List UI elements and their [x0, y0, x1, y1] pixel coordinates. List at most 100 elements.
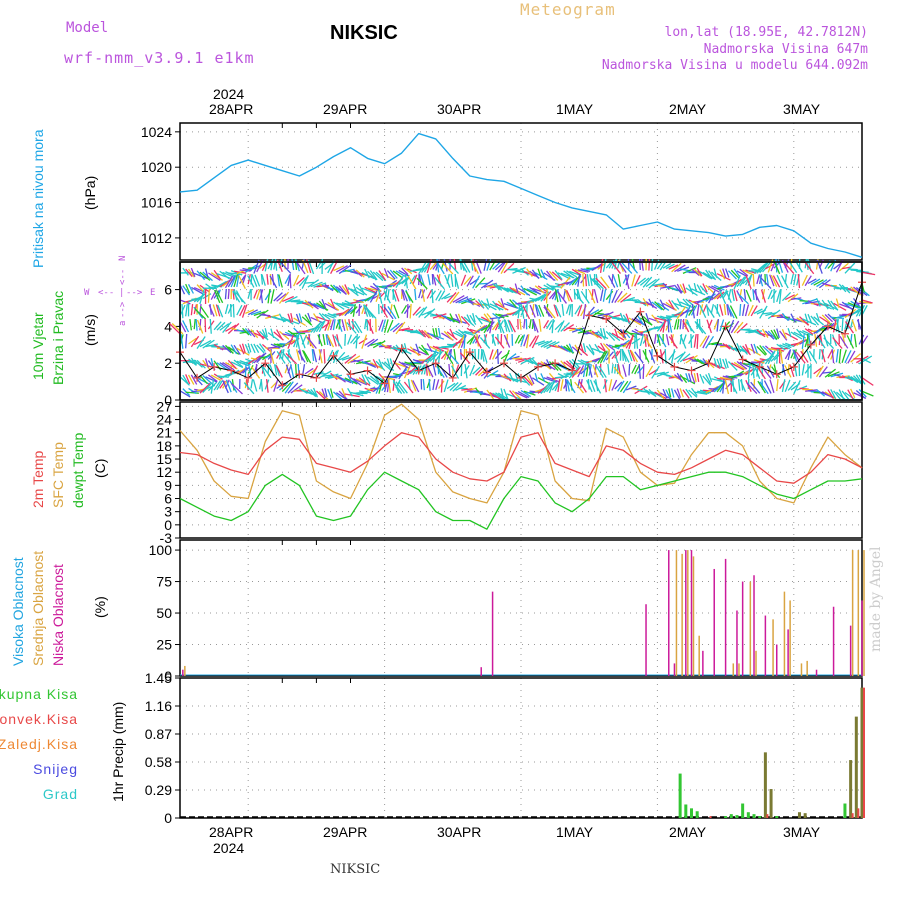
wind-barb [486, 389, 495, 400]
wind-barb [392, 322, 404, 333]
wind-barb [594, 343, 601, 354]
wind-barb [398, 327, 411, 332]
wind-barb [466, 275, 474, 287]
wind-barb [344, 353, 357, 364]
wind-barb [613, 366, 624, 380]
wind-barb [588, 330, 599, 339]
wind-barb [750, 343, 756, 354]
wind-barb [716, 291, 725, 300]
wind-speed-marker [789, 362, 798, 371]
wind-barb [395, 321, 406, 335]
wind-barb [526, 334, 530, 349]
wind-barb [265, 379, 269, 393]
wind-barb [776, 379, 779, 392]
wind-barb [523, 375, 533, 386]
wind-barb [690, 304, 698, 316]
wind-barb [188, 358, 197, 366]
wind-barb [560, 379, 564, 391]
wind-barb [279, 382, 289, 391]
wind-barb [729, 305, 738, 319]
wind-barb [801, 334, 805, 349]
wind-barb [210, 374, 222, 381]
wind-barb [801, 364, 805, 376]
wind-barb [847, 350, 856, 364]
wind-barb [645, 334, 650, 347]
wind-barb [383, 306, 394, 320]
wind-barb [790, 313, 796, 323]
wind-barb [634, 364, 640, 375]
pressure-unit: (hPa) [82, 175, 98, 210]
wind-barb [414, 289, 417, 301]
wind-barb [668, 319, 673, 333]
wind-speed-marker [465, 348, 474, 357]
sfc-temp-line [179, 403, 863, 504]
wind-barb [269, 275, 278, 289]
wind-barb [781, 379, 786, 393]
wind-barb [455, 364, 460, 374]
wind-barb [435, 290, 442, 301]
wind-barb [560, 345, 571, 353]
temp-frame [179, 401, 863, 539]
wind-barb [752, 363, 755, 379]
wind-barb [480, 349, 485, 362]
wind-barb [784, 294, 795, 301]
wind-barb [574, 305, 581, 315]
wind-barb [222, 278, 233, 287]
wind-barb [588, 344, 595, 355]
wind-barb [818, 366, 828, 378]
wind-barb [676, 283, 683, 294]
wind-barb [690, 387, 698, 396]
wind-barb [593, 289, 599, 304]
wind-barb [676, 388, 682, 398]
wind-barb [213, 321, 222, 331]
wind-barb [387, 306, 397, 320]
temp-dew-label: dewpt Temp [70, 432, 86, 508]
wind-barb [330, 284, 339, 294]
wind-barb [395, 270, 407, 278]
wind-barb [582, 343, 587, 353]
wind-barb [710, 304, 715, 314]
temp-tick-label: 3 [164, 504, 172, 520]
wind-barb [324, 302, 339, 311]
wind-barb [800, 350, 809, 363]
wind-barb [682, 267, 697, 274]
wind-barb [324, 388, 328, 398]
wind-barb [722, 358, 727, 369]
wind-barb [171, 323, 184, 335]
bottom-day-3may: 3MAY [783, 824, 821, 840]
wind-barb [859, 300, 872, 305]
wind-barb [492, 282, 501, 291]
wind-barb [464, 364, 468, 379]
wind-barb [477, 367, 488, 377]
wind-barb [180, 334, 184, 349]
wind-barb [682, 389, 690, 399]
wind-barb [420, 364, 426, 375]
wind-barb [529, 304, 536, 318]
wind-barb [648, 317, 663, 324]
wind-barb [815, 365, 824, 378]
wind-barb [449, 291, 460, 305]
wind-barb [344, 306, 354, 317]
wind-barb [833, 302, 847, 311]
wind-barb [565, 344, 574, 354]
wind-barb [190, 374, 198, 385]
wind-barb [437, 349, 442, 363]
wind-barb [561, 304, 565, 316]
wind-barb [349, 335, 357, 344]
wind-barb [730, 269, 740, 279]
wind-barb [353, 320, 363, 334]
wind-barb [805, 349, 812, 362]
wind-barb [259, 343, 266, 352]
wind-barb [278, 349, 283, 360]
wind-barb [478, 282, 489, 285]
wind-barb [344, 319, 349, 331]
wind-barb [199, 374, 208, 385]
wind-barb [497, 319, 505, 334]
wind-barb [617, 292, 628, 303]
wind-barb [685, 304, 692, 318]
wind-barb [438, 290, 446, 302]
wind-barb [367, 270, 377, 281]
wind-barb [210, 358, 214, 368]
pressure-line [179, 132, 863, 258]
wind-barb [230, 344, 238, 355]
